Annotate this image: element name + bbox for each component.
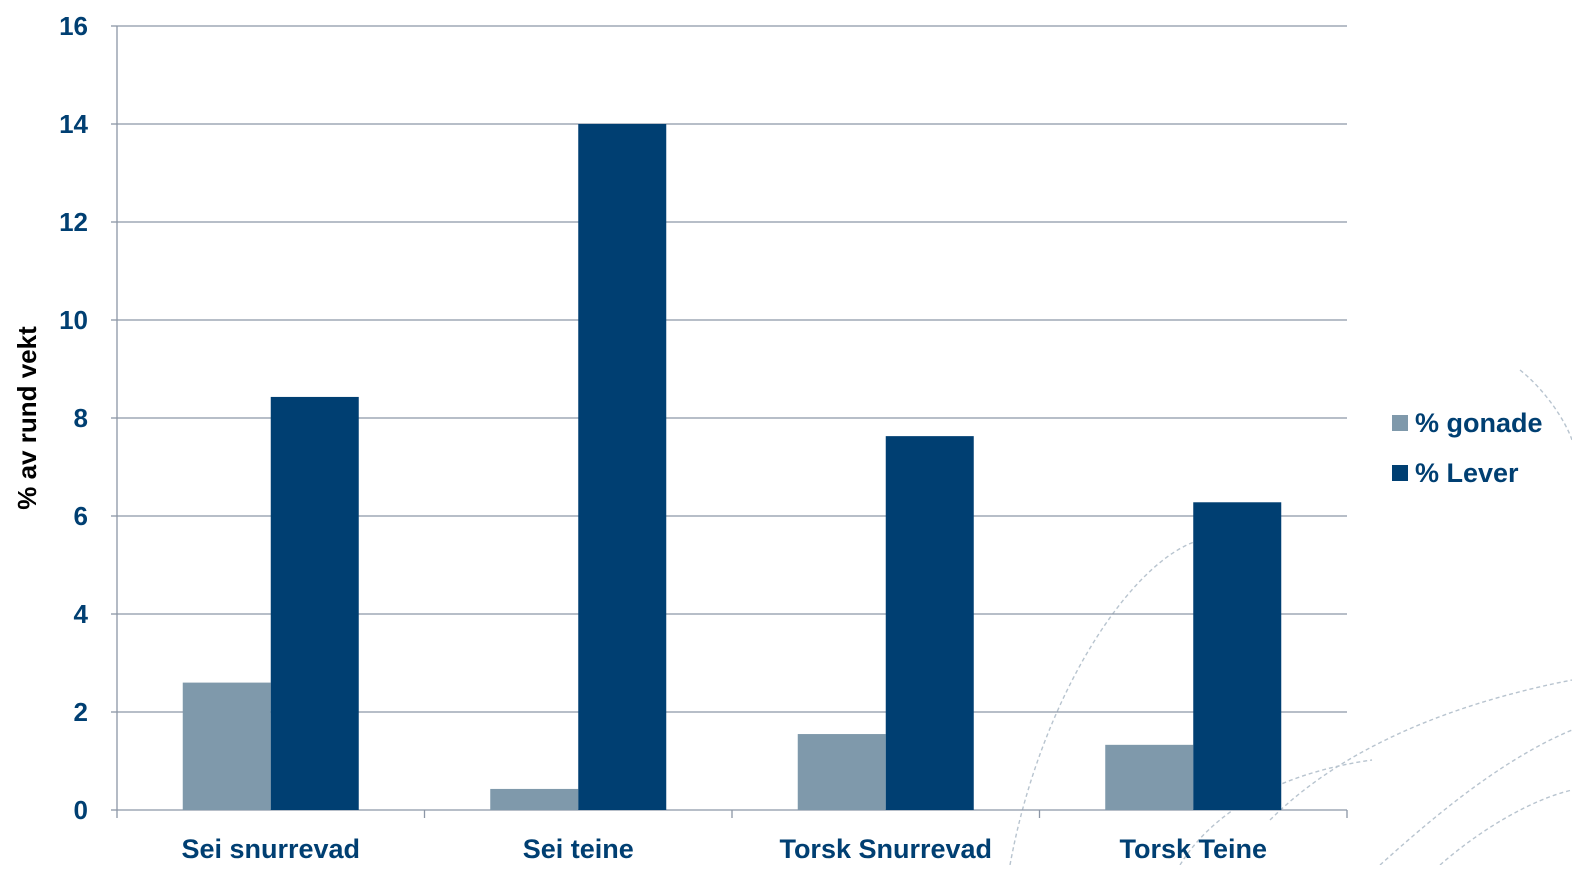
y-tick-label: 14 [59, 109, 88, 139]
decor-arc-5 [1519, 369, 1572, 441]
bar-lever-1 [578, 124, 667, 810]
x-tick-label: Sei teine [523, 834, 634, 864]
x-tick-label: Torsk Teine [1119, 834, 1267, 864]
y-tick-label: 10 [59, 305, 88, 335]
bar-gonade-2 [797, 734, 886, 810]
decor-arc-4 [1439, 789, 1572, 866]
legend-swatch-1 [1392, 465, 1408, 481]
decor-arc-3 [1379, 729, 1572, 866]
legend-swatch-0 [1392, 415, 1408, 431]
y-tick-label: 12 [59, 207, 88, 237]
decor-arc-0 [1009, 539, 1201, 866]
bar-gonade-1 [490, 788, 579, 810]
bars [182, 124, 1282, 810]
y-axis-label: % av rund vekt [12, 326, 42, 510]
y-tick-labels: 0 2 4 6 8 10 12 14 16 [59, 11, 88, 825]
y-tick-label: 2 [74, 697, 88, 727]
background-decoration [1009, 369, 1572, 866]
y-tick-label: 16 [59, 11, 88, 41]
legend: % gonade % Lever [1392, 408, 1543, 488]
bar-lever-3 [1193, 502, 1282, 810]
y-tick-label: 6 [74, 501, 88, 531]
bar-gonade-0 [182, 682, 271, 810]
bar-lever-0 [270, 396, 359, 810]
y-tick-label: 0 [74, 795, 88, 825]
x-tick-label: Sei snurrevad [181, 834, 360, 864]
y-tick-label: 8 [74, 403, 88, 433]
legend-label-0: % gonade [1415, 408, 1543, 438]
x-tick-label: Torsk Snurrevad [779, 834, 992, 864]
decor-arc-2 [1269, 679, 1572, 821]
legend-label-1: % Lever [1415, 458, 1519, 488]
x-tick-labels: Sei snurrevad Sei teine Torsk Snurrevad Tor… [181, 834, 1267, 864]
bar-lever-2 [885, 436, 974, 810]
y-tick-label: 4 [74, 599, 89, 629]
bar-gonade-3 [1105, 744, 1194, 810]
